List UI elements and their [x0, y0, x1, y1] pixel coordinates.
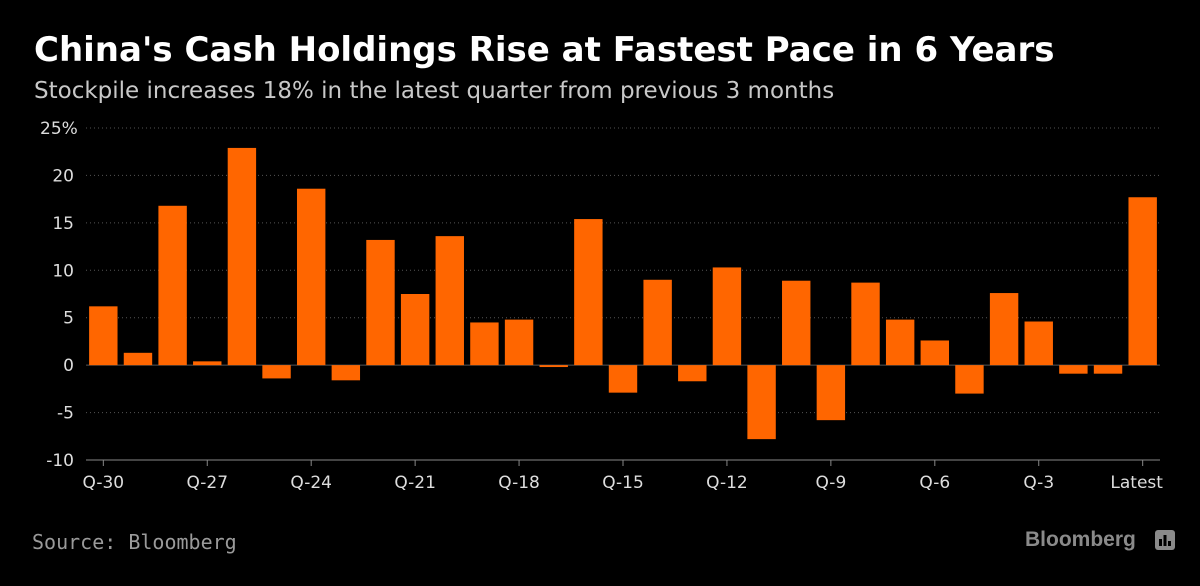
y-axis-ticks: -10 -5 0 5 10 15 20 25% [40, 119, 78, 471]
x-tick-label: Q-30 [83, 473, 125, 493]
bar-q-24 [296, 188, 326, 366]
x-tick-label: Q-24 [290, 473, 332, 493]
bar-q-28 [158, 205, 187, 366]
bar-q-30 [89, 306, 118, 366]
bloomberg-terminal-icon [1155, 530, 1175, 550]
bar-q-1 [1093, 365, 1123, 374]
x-tick-label: Q-12 [706, 473, 748, 493]
y-tick-label: 10 [52, 261, 74, 281]
x-tick-label: Q-21 [394, 473, 436, 493]
bar-q-19 [470, 322, 499, 366]
brand-logo: Bloomberg [1025, 528, 1136, 551]
y-tick-label: -5 [57, 404, 74, 424]
bar-q-26 [227, 147, 257, 366]
bar-q-2 [1059, 365, 1088, 374]
x-axis: Q-30 Q-27 Q-24 Q-21 Q-18 Q-15 Q-12 Q-9 Q-6 Q-3 Lat… [83, 459, 1163, 493]
bar-q-16 [574, 219, 603, 366]
bar-q-9 [816, 365, 846, 421]
bar-q-8 [851, 282, 880, 366]
bar-q-27 [193, 361, 222, 366]
bar-q-6 [920, 340, 950, 366]
chart-subtitle: Stockpile increases 18% in the latest qu… [34, 78, 835, 104]
bar-q-3 [1024, 321, 1053, 366]
bar-q-25 [262, 365, 291, 379]
chart-title: China's Cash Holdings Rise at Fastest Pa… [34, 30, 1055, 70]
x-tick-label: Q-27 [186, 473, 228, 493]
x-tick-label: Latest [1110, 473, 1163, 493]
bar-q-5 [955, 365, 984, 394]
bar-q-18 [504, 319, 534, 366]
bar-q-15 [608, 365, 638, 393]
bar-latest [1128, 197, 1157, 366]
x-tick-label: Q-15 [602, 473, 644, 493]
y-tick-label: 25% [40, 119, 78, 139]
bar-q-21 [400, 294, 430, 366]
y-tick-label: -10 [46, 451, 74, 471]
y-tick-label: 15 [52, 214, 74, 234]
bar-q-20 [435, 236, 464, 366]
bar-q-22 [366, 239, 395, 366]
x-tick-label: Q-6 [919, 473, 950, 493]
y-tick-label: 20 [52, 166, 74, 186]
x-tick-label: Q-18 [498, 473, 540, 493]
x-tick-label: Q-9 [815, 473, 846, 493]
source-note: Source: Bloomberg [32, 530, 237, 554]
y-tick-label: 5 [63, 309, 74, 329]
bar-q-29 [123, 352, 153, 366]
bar-q-10 [782, 280, 811, 366]
bar-q-4 [989, 293, 1019, 366]
bars [89, 147, 1157, 440]
bar-q-17 [539, 365, 568, 368]
bar-q-13 [678, 365, 707, 382]
bar-q-12 [712, 267, 742, 366]
bar-q-23 [331, 365, 361, 381]
y-tick-label: 0 [63, 356, 74, 376]
bar-q-14 [643, 279, 672, 366]
x-tick-label: Q-3 [1023, 473, 1054, 493]
bar-q-11 [747, 365, 776, 440]
bar-q-7 [885, 319, 915, 366]
